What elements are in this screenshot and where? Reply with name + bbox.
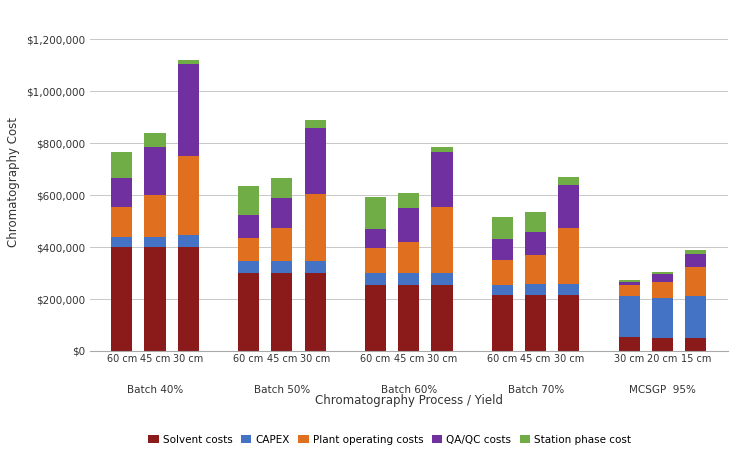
Bar [558,177,580,185]
Bar [431,285,452,351]
Bar [178,64,199,156]
Bar [686,297,706,338]
Bar [652,338,673,351]
Bar [272,198,292,228]
Bar [145,195,166,237]
Bar [492,295,513,351]
Bar [686,338,706,351]
Bar [365,273,386,285]
Bar [619,285,640,297]
Bar [398,208,419,242]
Bar [178,156,199,235]
Bar [272,178,292,198]
Bar [558,284,580,295]
Text: Batch 50%: Batch 50% [254,385,310,395]
Bar [365,285,386,351]
Bar [525,212,546,232]
Bar [525,255,546,284]
Bar [238,238,260,261]
Bar [304,128,326,194]
Bar [619,282,640,285]
Bar [111,178,132,207]
Bar [111,247,132,351]
Bar [492,285,513,295]
Legend: Solvent costs, CAPEX, Plant operating costs, QA/QC costs, Station phase cost: Solvent costs, CAPEX, Plant operating co… [144,431,635,449]
Bar [398,242,419,273]
Bar [686,250,706,254]
Bar [238,261,260,273]
Bar [365,229,386,248]
Text: Batch 70%: Batch 70% [508,385,564,395]
Bar [145,133,166,147]
Bar [304,120,326,128]
Bar [686,254,706,266]
Bar [652,272,673,274]
Bar [111,207,132,237]
Bar [238,186,260,215]
Bar [398,273,419,285]
Text: Batch 40%: Batch 40% [127,385,183,395]
Bar [111,237,132,247]
Text: MCSGP  95%: MCSGP 95% [629,385,696,395]
Bar [652,298,673,338]
Bar [619,279,640,282]
Bar [398,193,419,208]
Bar [272,261,292,273]
Bar [238,273,260,351]
Bar [619,337,640,351]
Bar [686,266,706,297]
Bar [652,274,673,282]
Bar [145,247,166,351]
Bar [365,248,386,273]
Bar [304,194,326,261]
Bar [558,295,580,351]
Bar [619,297,640,337]
Bar [558,185,580,228]
Bar [304,261,326,273]
Bar [492,217,513,239]
Text: Batch 60%: Batch 60% [380,385,436,395]
Bar [145,147,166,195]
Bar [178,235,199,247]
Bar [272,273,292,351]
Bar [558,228,580,284]
Bar [178,247,199,351]
Bar [238,215,260,238]
Bar [304,273,326,351]
Bar [178,60,199,64]
Bar [145,237,166,247]
Bar [431,147,452,153]
Bar [492,260,513,285]
Bar [492,239,513,260]
Bar [525,284,546,295]
X-axis label: Chromatography Process / Yield: Chromatography Process / Yield [315,394,502,407]
Bar [525,232,546,255]
Bar [272,228,292,261]
Bar [431,153,452,207]
Bar [398,285,419,351]
Bar [431,207,452,273]
Y-axis label: Chromatography Cost: Chromatography Cost [8,117,20,247]
Bar [431,273,452,285]
Bar [365,197,386,229]
Bar [525,295,546,351]
Bar [111,153,132,178]
Bar [652,282,673,298]
